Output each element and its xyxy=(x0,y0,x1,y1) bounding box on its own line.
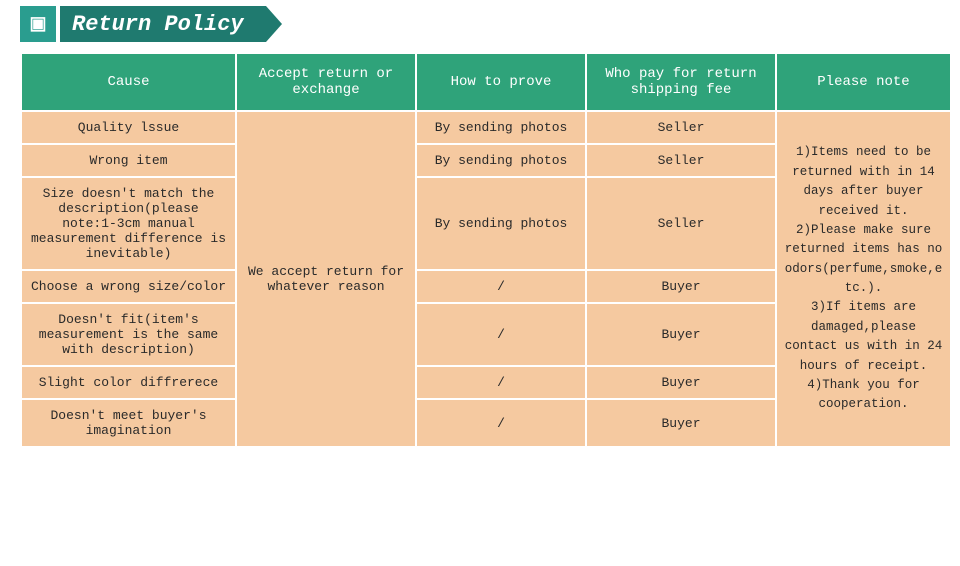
cell-who: Seller xyxy=(586,111,776,144)
cell-prove: / xyxy=(416,303,586,366)
banner: ▣ Return Policy xyxy=(20,6,960,42)
col-header-accept: Accept return or exchange xyxy=(236,53,416,111)
table-row: Quality lssue We accept return for whate… xyxy=(21,111,951,144)
cell-who: Buyer xyxy=(586,366,776,399)
cell-who: Buyer xyxy=(586,399,776,447)
banner-icon: ▣ xyxy=(20,6,56,42)
col-header-who: Who pay for return shipping fee xyxy=(586,53,776,111)
cell-prove: By sending photos xyxy=(416,144,586,177)
table-header-row: Cause Accept return or exchange How to p… xyxy=(21,53,951,111)
cell-who: Seller xyxy=(586,144,776,177)
col-header-prove: How to prove xyxy=(416,53,586,111)
cell-cause: Choose a wrong size/color xyxy=(21,270,236,303)
cell-note: 1)Items need to be returned with in 14 d… xyxy=(776,111,951,447)
cell-cause: Doesn't fit(item's measurement is the sa… xyxy=(21,303,236,366)
cell-cause: Wrong item xyxy=(21,144,236,177)
cell-prove: / xyxy=(416,366,586,399)
cell-who: Seller xyxy=(586,177,776,270)
cell-prove: By sending photos xyxy=(416,111,586,144)
cell-accept: We accept return for whatever reason xyxy=(236,111,416,447)
cell-who: Buyer xyxy=(586,303,776,366)
cell-cause: Quality lssue xyxy=(21,111,236,144)
cell-cause: Doesn't meet buyer's imagination xyxy=(21,399,236,447)
cell-prove: / xyxy=(416,270,586,303)
col-header-note: Please note xyxy=(776,53,951,111)
cell-cause: Size doesn't match the description(pleas… xyxy=(21,177,236,270)
cell-prove: / xyxy=(416,399,586,447)
cell-prove: By sending photos xyxy=(416,177,586,270)
cell-who: Buyer xyxy=(586,270,776,303)
col-header-cause: Cause xyxy=(21,53,236,111)
cell-cause: Slight color diffrerece xyxy=(21,366,236,399)
banner-title: Return Policy xyxy=(60,6,266,42)
return-policy-table: Cause Accept return or exchange How to p… xyxy=(20,52,952,448)
